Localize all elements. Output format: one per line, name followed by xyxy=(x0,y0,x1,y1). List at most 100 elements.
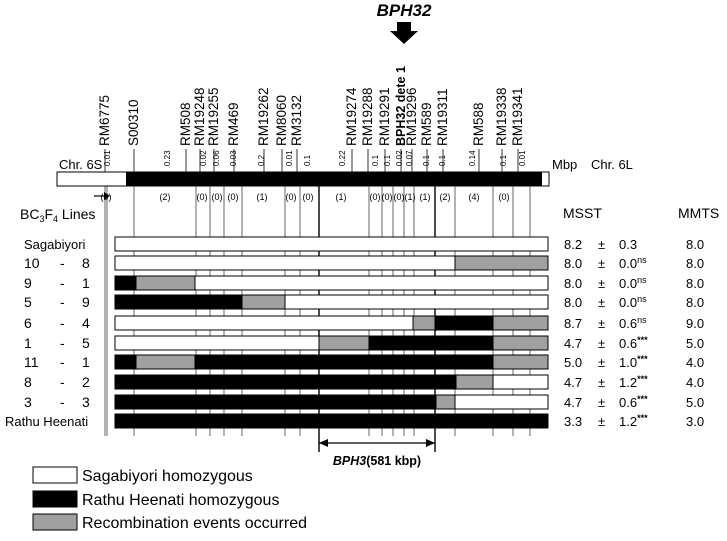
distance-label: 0.22 xyxy=(338,150,347,166)
row-label: Sagabiyori xyxy=(24,237,86,252)
rathu-segment xyxy=(114,354,137,370)
genotype-row xyxy=(114,294,549,310)
row-label: 11-1 xyxy=(24,354,90,370)
mmts-value: 8.0 xyxy=(686,295,704,310)
marker-label: RM19338 xyxy=(494,87,509,146)
marker-ticks xyxy=(104,149,519,172)
rathu-segment xyxy=(114,394,437,410)
recombination-segment xyxy=(454,255,549,271)
rathu-segment xyxy=(194,354,494,370)
recombinant-count: (0) xyxy=(212,192,223,202)
msst-sd: 1.2*** xyxy=(619,413,648,429)
lines-header: BC3F4 Lines xyxy=(20,206,95,224)
msst-mean: 3.3 xyxy=(564,414,582,429)
distance-label: 0.1 xyxy=(383,154,392,166)
row-label: Rathu Heenati xyxy=(5,414,88,429)
interval-right-arrowhead xyxy=(426,439,435,447)
msst-mean: 4.7 xyxy=(564,395,582,410)
marker-label: RM6775 xyxy=(97,95,112,146)
genotype-row xyxy=(114,354,549,370)
plus-minus: ± xyxy=(598,256,605,271)
recombinant-count-labels: (0) (2) (0) (0) (0) (1) (0) (0) (1) (0) (0) (0) (1)(… xyxy=(101,192,510,202)
mmts-value: 8.0 xyxy=(686,237,704,252)
interval-left-arrowhead xyxy=(319,439,328,447)
recombinant-count: (4) xyxy=(469,192,480,202)
msst-sd: 0.0ns xyxy=(619,275,647,291)
rathu-segment xyxy=(114,374,457,390)
distance-label: 0.01 xyxy=(518,150,527,166)
recombination-segment xyxy=(135,275,196,291)
row-labels: Sagabiyori 10-8 9-1 5-9 6-4 1-5 11-1 8-2 3-3 Rath… xyxy=(5,237,90,429)
mmts-value: 9.0 xyxy=(686,316,704,331)
genotype-row xyxy=(114,374,549,390)
legend-label: Sagabiyori homozygous xyxy=(82,468,253,485)
msst-mean: 8.7 xyxy=(564,316,582,331)
msst-sd: 1.2*** xyxy=(619,374,648,390)
recombinant-count: (0) xyxy=(286,192,297,202)
distance-label: 0.2 xyxy=(257,154,266,166)
recombination-segment xyxy=(241,294,286,310)
msst-mean: 8.0 xyxy=(564,276,582,291)
genotype-row xyxy=(114,275,549,291)
marker-label: BPH32 dete 1 xyxy=(394,66,408,146)
distance-label: 0.1 xyxy=(303,154,312,166)
score-cells: 8.2 ±0.3 8.0 8.0 ±0.0ns 8.0 8.0 ±0.0ns 8.0 8.0 ±0.… xyxy=(564,237,704,429)
marker-label: RM19288 xyxy=(360,87,375,146)
marker-labels: RM6775 S00310 RM508 RM19248 RM19255 RM469 RM19… xyxy=(97,66,525,146)
distance-label: 0.1 xyxy=(422,154,431,166)
plus-minus: ± xyxy=(598,276,605,291)
marker-label: RM3132 xyxy=(289,95,304,146)
distance-label: 0.1 xyxy=(438,154,447,166)
genotype-row xyxy=(114,255,549,271)
rathu-segment xyxy=(114,275,137,291)
recombination-segment xyxy=(318,335,370,351)
msst-mean: 4.7 xyxy=(564,375,582,390)
plus-minus: ± xyxy=(598,395,605,410)
row-label: 1-5 xyxy=(24,335,90,351)
plus-minus: ± xyxy=(598,375,605,390)
plus-minus: ± xyxy=(598,355,605,370)
recombinant-count: (0) xyxy=(370,192,381,202)
msst-header: MSST xyxy=(563,205,602,221)
distance-label: 0.06 xyxy=(212,150,221,166)
legend-item: Rathu Heenati homozygous xyxy=(32,490,279,509)
recombinant-count: (1) xyxy=(257,192,268,202)
recombinant-count: (0) xyxy=(197,192,208,202)
distance-label: 0.02 xyxy=(395,150,404,166)
marker-grid-lines xyxy=(104,186,531,452)
chromosome-left-label: Chr. 6S xyxy=(59,157,103,172)
mmts-value: 4.0 xyxy=(686,375,704,390)
recombinant-count: (2) xyxy=(160,192,171,202)
recombinant-count: (2) xyxy=(440,192,451,202)
marker-label: RM19248 xyxy=(192,87,207,146)
legend-swatch xyxy=(32,490,78,508)
mmts-value: 3.0 xyxy=(686,414,704,429)
recombination-segment xyxy=(492,354,549,370)
legend-item: Sagabiyori homozygous xyxy=(32,466,253,485)
row-label: 10-8 xyxy=(24,255,90,271)
msst-sd: 0.6ns xyxy=(619,315,647,331)
msst-sd: 0.0ns xyxy=(619,255,647,271)
recombination-segment xyxy=(492,315,549,331)
genotype-row xyxy=(114,335,549,351)
recombinant-count: (0) xyxy=(228,192,239,202)
marker-label: RM19311 xyxy=(435,88,450,146)
marker-label: RM19296 xyxy=(404,87,419,146)
recombinant-count: (0) xyxy=(303,192,314,202)
recombination-segment xyxy=(492,335,549,351)
legend-label: Recombination events occurred xyxy=(82,515,307,532)
distance-label: 0.23 xyxy=(163,150,172,166)
msst-sd: 1.0*** xyxy=(619,354,648,370)
genotype-row xyxy=(114,394,549,410)
legend-swatch xyxy=(32,466,78,484)
mmts-header: MMTS xyxy=(678,205,719,221)
distance-label: 0.1 xyxy=(499,154,508,166)
msst-mean: 5.0 xyxy=(564,355,582,370)
marker-label: RM19341 xyxy=(510,87,525,146)
distance-label: 0.03 xyxy=(229,150,238,166)
recombinant-count: (1) xyxy=(405,192,416,202)
msst-mean: 8.2 xyxy=(564,237,582,252)
rathu-segment xyxy=(114,413,549,429)
